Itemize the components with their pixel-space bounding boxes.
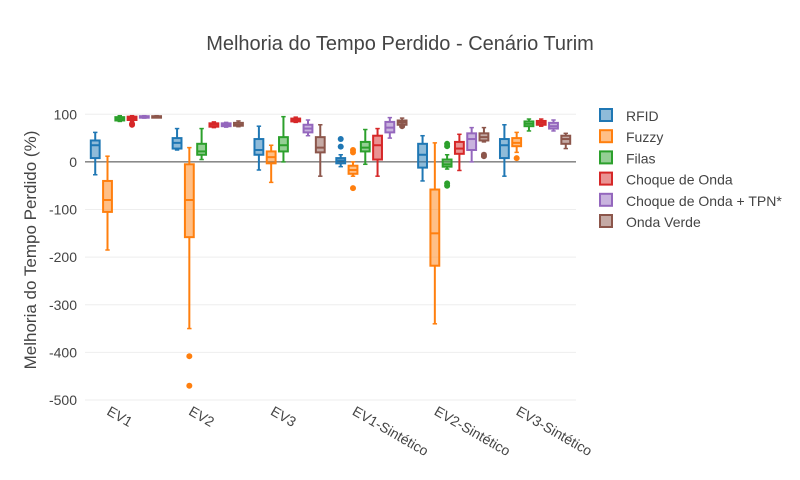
box-rfid: [253, 125, 265, 171]
box-iqr: [372, 134, 383, 161]
box-choque-de-onda: [126, 114, 138, 128]
box-filas: [441, 140, 453, 189]
box-rfid: [89, 131, 101, 176]
legend-swatch: [599, 214, 613, 228]
y-axis-label: Melhoria do Tempo Perdido (%): [21, 131, 40, 370]
x-tick-label: EV2-Sintético: [432, 403, 514, 459]
box-choque-de-onda: [208, 121, 220, 129]
box-iqr: [196, 142, 208, 156]
legend-label: Fuzzy: [626, 129, 663, 145]
outlier-point: [513, 155, 520, 162]
gridlines: [85, 113, 576, 401]
legend-item: Fuzzy: [599, 129, 663, 145]
outlier-point: [444, 182, 451, 189]
legend-label: Onda Verde: [626, 214, 701, 230]
box-choque-de-onda-tpn-: [384, 116, 396, 139]
legend-item: RFID: [599, 108, 659, 124]
legend-item: Choque de Onda: [599, 171, 733, 188]
legend-item: Filas: [599, 150, 656, 166]
box-iqr: [314, 136, 326, 154]
x-tick-label: EV2: [186, 403, 217, 430]
x-tick-label: EV1: [104, 403, 135, 430]
box-iqr: [498, 138, 510, 160]
outlier-point: [444, 140, 451, 147]
box-rfid: [335, 136, 347, 168]
box-onda-verde: [233, 120, 244, 128]
legend-swatch: [599, 171, 613, 186]
box-onda-verde: [560, 132, 572, 150]
y-tick-label: -500: [49, 392, 77, 408]
legend-label: Choque de Onda: [626, 172, 733, 188]
y-tick-label: -300: [49, 297, 77, 313]
outlier-point: [186, 353, 193, 360]
box-choque-de-onda-tpn-: [302, 119, 314, 137]
box-iqr: [466, 132, 478, 151]
y-tick-label: -400: [49, 344, 77, 360]
box-filas: [114, 114, 126, 123]
x-axis-ticks: EV1 EV2 EV3 EV1-Sintético EV2-Sintético EV3-S…: [104, 403, 595, 459]
legend-swatch: [599, 192, 613, 207]
box-onda-verde: [314, 124, 326, 177]
chart-title: Melhoria do Tempo Perdido - Cenário Turi…: [206, 33, 594, 55]
box-iqr: [253, 138, 265, 156]
box-fuzzy: [511, 131, 523, 162]
y-tick-label: -100: [49, 202, 77, 218]
box-iqr: [102, 179, 113, 213]
box-choque-de-onda-tpn-: [220, 121, 232, 128]
legend-item: Choque de Onda + TPN*: [599, 192, 782, 209]
outlier-point: [350, 185, 357, 192]
box-choque-de-onda-tpn-: [138, 114, 150, 119]
box-choque-de-onda: [290, 116, 302, 124]
box-fuzzy: [265, 144, 277, 184]
y-tick-label: 0: [69, 154, 77, 170]
outlier-point: [337, 136, 344, 143]
legend-label: Choque de Onda + TPN*: [626, 193, 782, 209]
box-choque-de-onda: [535, 118, 547, 127]
box-onda-verde: [396, 117, 408, 130]
box-fuzzy: [347, 147, 359, 192]
legend: RFID Fuzzy Filas Choque de Onda Choque de On…: [599, 108, 782, 230]
box-filas: [523, 118, 535, 132]
box-choque-de-onda-tpn-: [466, 126, 478, 163]
box-fuzzy: [183, 146, 195, 389]
outlier-point: [337, 143, 344, 150]
legend-label: Filas: [626, 150, 656, 166]
legend-swatch: [599, 108, 613, 122]
y-tick-label: -200: [49, 249, 77, 265]
outlier-point: [399, 123, 406, 130]
box-fuzzy: [102, 155, 113, 251]
box-onda-verde: [478, 126, 490, 160]
x-tick-label: EV1-Sintético: [350, 403, 432, 459]
box-filas: [196, 127, 208, 161]
outlier-point: [350, 147, 357, 153]
box-rfid: [417, 134, 428, 182]
legend-swatch: [599, 150, 613, 165]
box-plots: [89, 114, 572, 389]
box-iqr: [89, 139, 101, 160]
legend-swatch: [599, 129, 613, 144]
box-onda-verde: [151, 114, 163, 119]
box-fuzzy: [429, 142, 441, 325]
x-tick-label: EV3-Sintético: [514, 403, 596, 459]
legend-label: RFID: [626, 108, 659, 124]
outlier-point: [480, 151, 487, 158]
box-choque-de-onda: [453, 133, 465, 172]
box-filas: [359, 128, 371, 166]
box-iqr: [429, 188, 441, 267]
y-axis-ticks: 100 0 -100 -200 -300 -400 -500: [49, 106, 77, 408]
box-choque-de-onda-tpn-: [548, 119, 559, 132]
box-filas: [278, 115, 289, 163]
box-rfid: [498, 124, 510, 177]
outlier-point: [186, 382, 193, 389]
outlier-point: [129, 120, 136, 127]
box-choque-de-onda: [372, 127, 383, 177]
box-rfid: [171, 127, 183, 151]
box-iqr: [441, 158, 453, 168]
x-tick-label: EV3: [268, 403, 299, 430]
legend-item: Onda Verde: [599, 214, 701, 230]
y-tick-label: 100: [54, 106, 78, 122]
